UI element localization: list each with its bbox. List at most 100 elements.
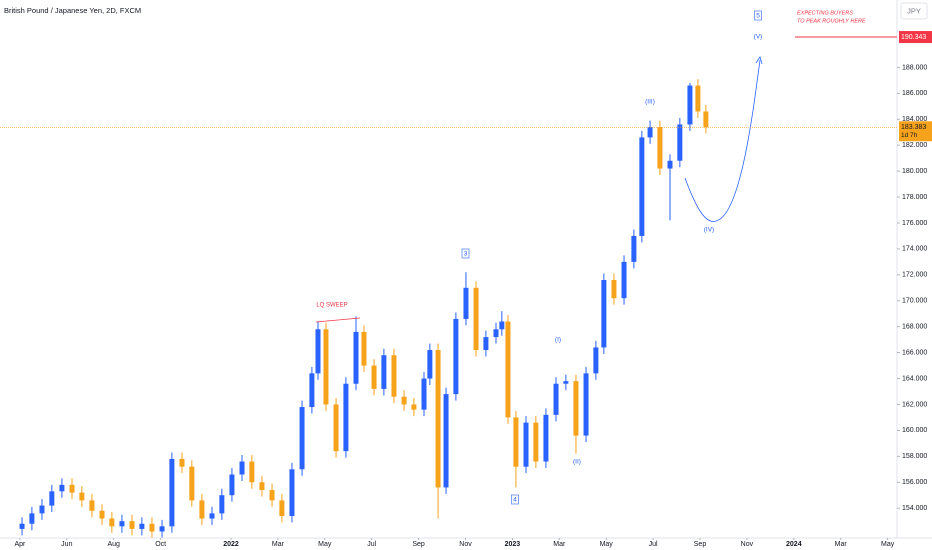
candle-body [189, 466, 195, 501]
annotation: (II) [573, 459, 581, 466]
y-tick-label: 158.000 [902, 453, 927, 460]
x-tick-label: Aug [108, 541, 121, 548]
candle-body [323, 329, 329, 405]
candle-body [443, 394, 449, 488]
candle-body [573, 381, 579, 436]
candle-body [99, 510, 105, 519]
candle-body [89, 500, 95, 511]
candle-body [39, 505, 45, 514]
candle-body [159, 526, 165, 532]
y-tick-label: 176.000 [902, 220, 927, 227]
candle-body [169, 458, 175, 527]
candle-body [463, 287, 469, 319]
target-tag [899, 31, 932, 44]
candle-body [667, 160, 673, 169]
candle-body [249, 461, 255, 483]
candle-body [499, 321, 505, 330]
y-tick-label: 184.000 [902, 116, 927, 123]
annotation: LQ SWEEP [316, 303, 347, 309]
candle-body [435, 350, 441, 488]
candle-body [149, 523, 155, 532]
x-tick-label: 2024 [786, 541, 802, 548]
last-price-label: 183.383 [901, 124, 926, 131]
x-tick-label: Sep [412, 541, 425, 548]
annotation: EXPECTING BUYERS [797, 10, 853, 16]
annotation: (III) [645, 99, 655, 106]
candle-body [381, 355, 387, 389]
x-tick-label: May [881, 541, 895, 548]
plot-area [19, 79, 709, 538]
candle-body [543, 414, 549, 462]
candle-body [299, 407, 305, 470]
countdown: 1d 7h [901, 132, 918, 139]
candle-body [513, 417, 519, 467]
candle-body [119, 521, 125, 527]
currency-button[interactable] [900, 2, 928, 20]
candle-body [411, 404, 417, 410]
y-tick-label: 164.000 [902, 375, 927, 382]
lq-sweep-line [315, 317, 361, 323]
target-label: 190.343 [901, 34, 926, 41]
y-tick-label: 166.000 [902, 349, 927, 356]
candle-body [279, 500, 285, 516]
x-tick-label: Nov [459, 541, 472, 548]
y-tick-label: 168.000 [902, 324, 927, 331]
candle-body [421, 378, 427, 410]
candle-body [695, 85, 701, 112]
candle-body [199, 500, 205, 519]
candle-body [309, 373, 315, 408]
candle-body [209, 513, 215, 519]
y-tick-label: 188.000 [902, 64, 927, 71]
y-tick-label: 172.000 [902, 272, 927, 279]
x-tick-label: May [318, 541, 332, 548]
y-tick-label: 182.000 [902, 142, 927, 149]
candle-body [79, 492, 85, 501]
candle-body [353, 331, 359, 384]
x-tick-label: Mar [835, 541, 848, 548]
candle-body [59, 484, 65, 492]
annotation: (V) [754, 34, 763, 41]
candle-body [427, 350, 433, 379]
candle-body [239, 461, 245, 475]
annotation: 4 [513, 497, 517, 504]
candle-body [289, 469, 295, 516]
candle-body [269, 490, 275, 501]
last-price-tag [899, 121, 932, 142]
candle-body [179, 458, 185, 467]
candle-body [69, 484, 75, 493]
candle-body [639, 137, 645, 236]
y-tick-label: 170.000 [902, 298, 927, 305]
candle-body [49, 491, 55, 506]
arrow-head [755, 56, 763, 65]
candle-body [593, 347, 599, 374]
candle-body [563, 381, 569, 384]
y-tick-label: 178.000 [902, 194, 927, 201]
annotation: 3 [464, 251, 468, 258]
candle-body [391, 355, 397, 397]
candle-body [483, 337, 489, 351]
annotation: (I) [555, 337, 561, 344]
x-tick-label: Apr [14, 541, 26, 548]
candle-body [505, 321, 511, 418]
y-tick-label: 154.000 [902, 505, 927, 512]
candle-body [259, 482, 265, 491]
candle-body [473, 287, 479, 351]
candle-body [453, 318, 459, 395]
candle-body [219, 495, 225, 514]
wave-box [511, 494, 519, 505]
candle-body [611, 280, 617, 299]
candle-body [703, 111, 709, 128]
candle-body [657, 127, 663, 169]
x-tick-label: 2023 [505, 541, 521, 548]
candle-body [401, 396, 407, 405]
x-tick-label: Oct [155, 541, 166, 548]
candle-body [677, 124, 683, 161]
candle-body [333, 404, 339, 452]
candle-body [109, 518, 115, 527]
candle-body [523, 422, 529, 467]
candle-body [493, 329, 499, 338]
chart-title: British Pound / Japanese Yen, 2D, FXCM [4, 6, 141, 15]
candle-body [29, 513, 35, 524]
candle-body [647, 127, 653, 138]
candle-body [371, 365, 377, 389]
